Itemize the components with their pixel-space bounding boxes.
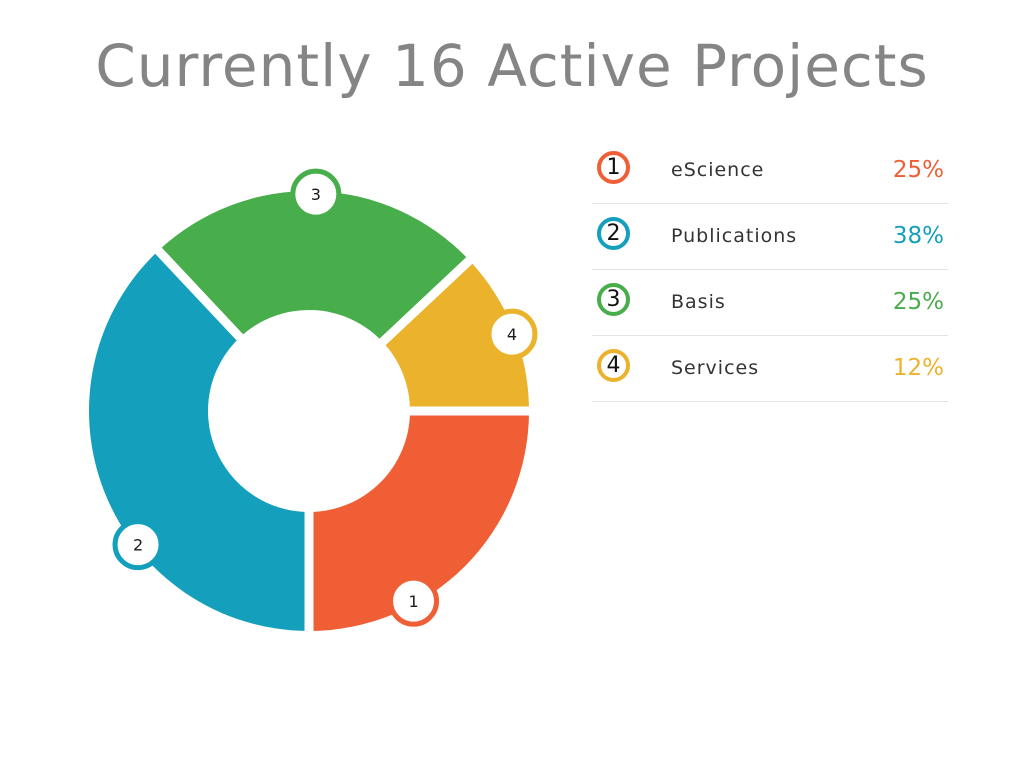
legend-row-4: 4 Services 12% (592, 336, 948, 402)
donut-slice-1 (309, 411, 529, 631)
donut-chart: 1 2 3 4 (89, 168, 538, 632)
slice-separator-4 (378, 254, 476, 347)
slice-marker-ring-1 (388, 575, 440, 627)
legend-marker-2: 2 (597, 217, 630, 250)
legend-row-2: 2 Publications 38% (592, 204, 948, 270)
slice-marker-1: 1 (388, 575, 440, 627)
slice-marker-3: 3 (290, 168, 342, 220)
legend-label-3: Basis (671, 291, 726, 313)
chart-title: Currently 16 Active Projects (95, 32, 929, 100)
slice-marker-label-4: 4 (507, 325, 517, 344)
legend-marker-4: 4 (597, 349, 630, 382)
slice-marker-ring-4 (486, 308, 538, 360)
legend-value-4: 12% (892, 355, 944, 381)
donut-slice-3 (158, 190, 470, 342)
legend-value-1: 25% (892, 157, 944, 183)
slice-marker-2: 2 (112, 519, 164, 571)
legend-label-2: Publications (671, 225, 798, 247)
chart-legend: 1 eScience 25% 2 Publications 38% 3 Basi… (592, 138, 948, 402)
slice-marker-ring-2 (112, 519, 164, 571)
legend-label-1: eScience (671, 159, 765, 181)
legend-marker-1: 1 (597, 151, 630, 184)
legend-marker-3: 3 (597, 283, 630, 316)
slice-marker-ring-3 (290, 168, 342, 220)
legend-value-2: 38% (892, 223, 944, 249)
slice-marker-4: 4 (486, 308, 538, 360)
slice-marker-label-2: 2 (133, 536, 143, 555)
slice-marker-label-1: 1 (408, 592, 418, 611)
legend-row-1: 1 eScience 25% (592, 138, 948, 204)
slice-separator-3 (152, 244, 245, 342)
legend-row-3: 3 Basis 25% (592, 270, 948, 336)
slice-marker-label-3: 3 (311, 185, 321, 204)
donut-slice-4 (382, 260, 529, 411)
legend-value-3: 25% (892, 289, 944, 315)
legend-label-4: Services (671, 357, 760, 379)
